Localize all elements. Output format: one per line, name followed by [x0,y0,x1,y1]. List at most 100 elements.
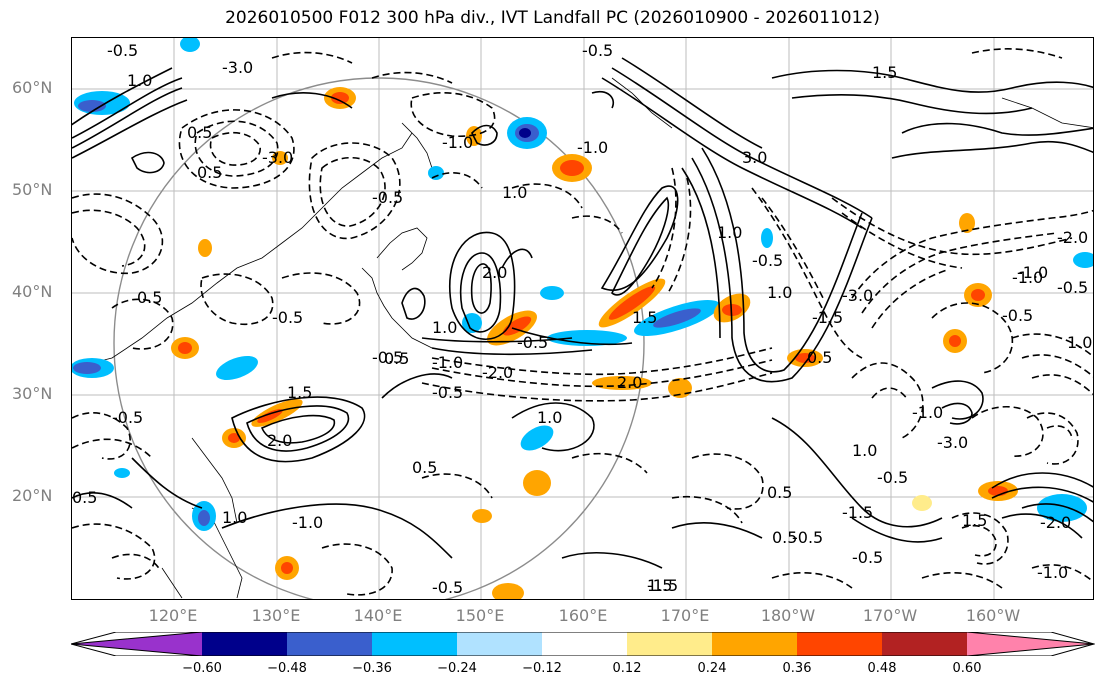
contour-label: -3.0 [842,286,873,305]
contour-label: 1.0 [1067,333,1092,352]
contour-label: 1.0 [432,318,457,337]
contour-label: -0.5 [1057,278,1088,297]
colorbar-segment [627,632,713,656]
colorbar-segment [372,632,458,656]
contour-label: 0.5 [384,349,409,368]
contour-label: -1.0 [292,513,323,532]
contour-label: 1.0 [717,223,742,242]
contour-label: -0.5 [372,188,403,207]
contour-label: -0.5 [432,578,463,597]
contour-label: -2.0 [482,363,513,382]
colorbar-tick-label: 0.36 [782,661,812,676]
colorbar-tick-label: 0.12 [612,661,642,676]
map-title: 2026010500 F012 300 hPa div., IVT Landfa… [225,8,880,28]
contour-label: 0.5 [197,163,222,182]
contour-label: -0.5 [877,468,908,487]
negative-contours [72,48,1093,596]
contour-labels: -0.5 -3.0 1.0 -0.5 -3.0 0.5 3.0 1.5 -1.0… [72,41,1092,597]
colorbar-tick-label: 0.24 [697,661,727,676]
contour-label: -1.5 [812,308,843,327]
map-canvas: -0.5 -3.0 1.0 -0.5 -3.0 0.5 3.0 1.5 -1.0… [72,38,1093,599]
contour-label: -1.5 [647,576,678,595]
colorbar-segment [712,632,798,656]
contour-label: -0.5 [852,548,883,567]
contour-label: -3.0 [937,433,968,452]
lon-label-140e: 140°E [353,606,403,625]
contour-label: -0.5 [1002,306,1033,325]
contour-label: -0.5 [432,383,463,402]
projection-circle-icon [113,77,645,599]
contour-label: -1.0 [442,133,473,152]
colorbar-extend-low [71,632,202,656]
colorbar-tick-label: 0.60 [952,661,982,676]
colorbar-segment [202,632,288,656]
lon-label-150e: 150°E [455,606,505,625]
contour-label: 2.0 [267,431,292,450]
lat-label-50n: 50°N [12,180,53,199]
contour-label: 1.5 [647,576,672,595]
colorbar-segment [882,632,968,656]
colorbar-tick-label: −0.24 [437,661,477,676]
lon-label-170w: 170°W [862,606,918,625]
contour-label: 0.5 [767,483,792,502]
colorbar-segment [457,632,543,656]
contour-label: -1.0 [577,138,608,157]
contour-label: 3.0 [742,148,767,167]
colorbar-tick-label: −0.60 [182,661,222,676]
contour-label: 1.5 [962,511,987,530]
lon-label-160e: 160°E [558,606,608,625]
contour-label: -3.0 [222,58,253,77]
colorbar-segment [797,632,883,656]
contour-label: -0.5 [272,308,303,327]
colorbar [71,632,1095,656]
map-panel[interactable]: -0.5 -3.0 1.0 -0.5 -3.0 0.5 3.0 1.5 -1.0… [71,37,1094,600]
contour-label: 0.5 [772,528,797,547]
contour-label: -3.0 [262,148,293,167]
contour-label: -0.5 [112,408,143,427]
lon-label-130e: 130°E [251,606,301,625]
contour-label: -0.5 [107,41,138,60]
contour-label: 0.5 [72,488,97,507]
contour-label: -1.0 [432,353,463,372]
contour-label: -1.0 [1012,268,1043,287]
contour-label: 0.5 [807,348,832,367]
contour-label: 1.0 [852,441,877,460]
contour-label: 1.0 [127,71,152,90]
contour-label: -0.5 [372,348,403,367]
contour-label: 1.5 [287,383,312,402]
lat-label-60n: 60°N [12,78,53,97]
contour-label: 0.5 [187,123,212,142]
contour-label: 2.0 [617,373,642,392]
positive-contours [72,57,1093,569]
contour-label: 0.5 [137,288,162,307]
colorbar-tick-label: −0.48 [267,661,307,676]
contour-label: 1.0 [502,183,527,202]
lon-label-180w: 180°W [760,606,816,625]
contour-label: -1.5 [842,503,873,522]
contour-label: 1.0 [767,283,792,302]
contour-label: -1.0 [1037,563,1068,582]
contour-label: 1.5 [872,63,897,82]
colorbar-segment [542,632,628,656]
contour-label: 2.0 [482,263,507,282]
colorbar-tick-label: 0.48 [867,661,897,676]
contour-label: 1.0 [537,408,562,427]
contour-label: -0.5 [752,251,783,270]
contour-label: -1.0 [1017,263,1048,282]
contour-label: 0.5 [412,458,437,477]
lat-label-30n: 30°N [12,384,53,403]
contour-label: -2.0 [1057,228,1088,247]
colorbar-tick-label: −0.36 [352,661,392,676]
lon-label-160w: 160°W [965,606,1021,625]
contour-label: 1.5 [632,308,657,327]
colorbar-tick-label: −0.12 [522,661,562,676]
contour-label: -0.5 [792,528,823,547]
colorbar-segment [287,632,373,656]
contour-label: -2.0 [1040,513,1071,532]
lat-label-40n: 40°N [12,282,53,301]
colorbar-extend-high [967,632,1094,656]
lon-label-120e: 120°E [148,606,198,625]
contour-label: -0.5 [582,41,613,60]
lat-label-20n: 20°N [12,486,53,505]
contour-label: -1.0 [912,403,943,422]
